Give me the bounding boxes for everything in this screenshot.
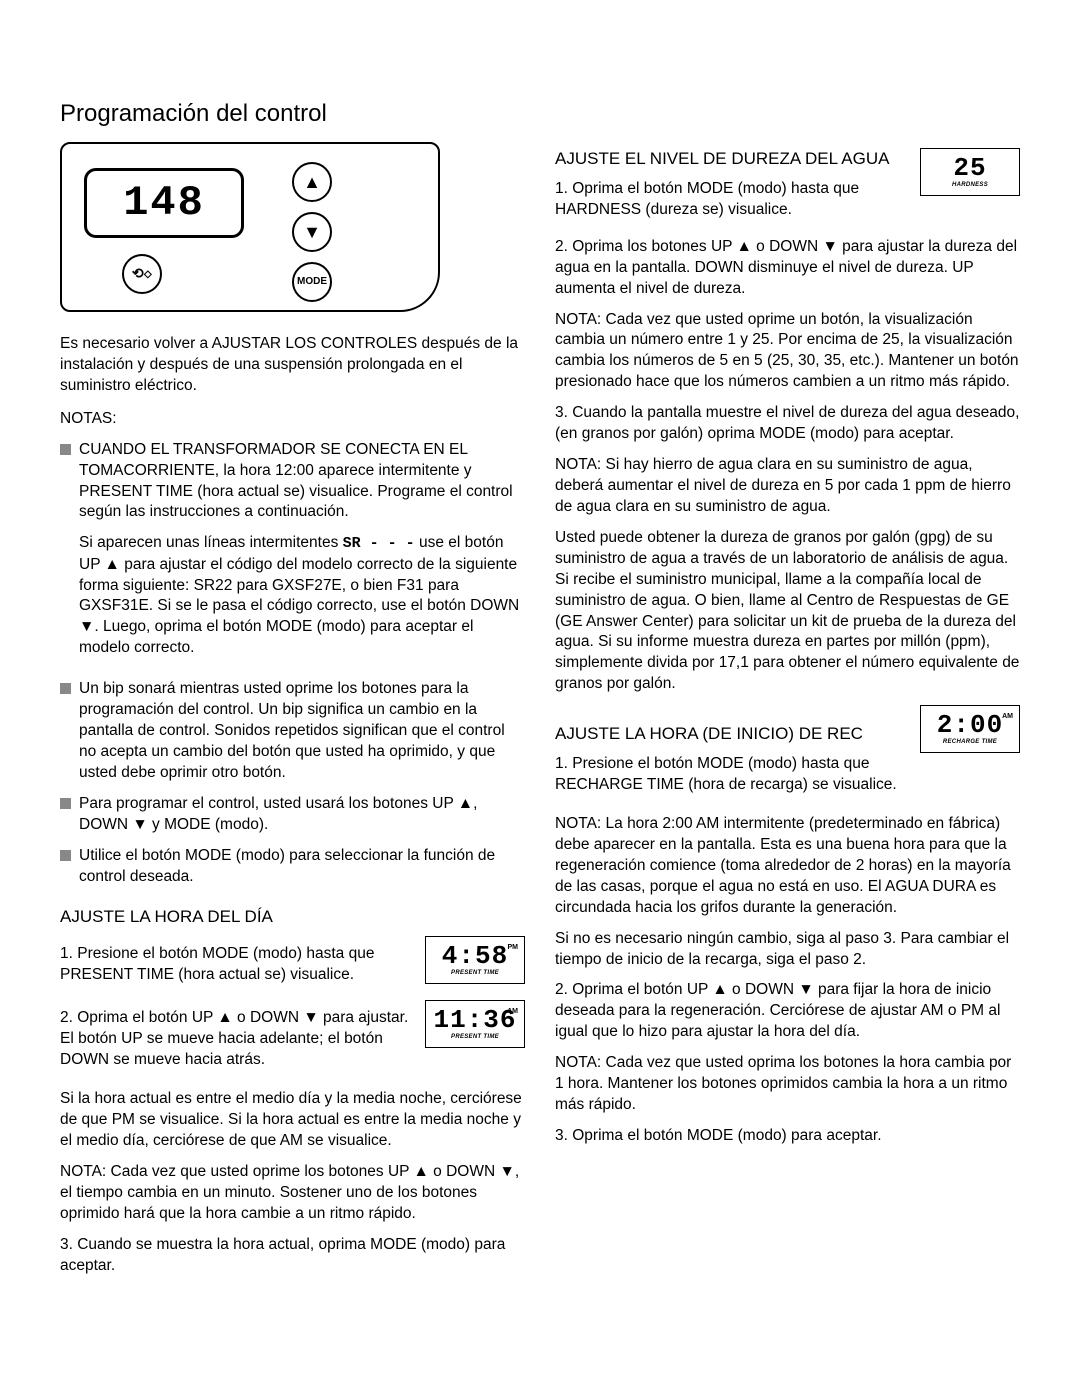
rec-paragraph-1: Si no es necesario ningún cambio, siga a… bbox=[555, 929, 1020, 971]
hora-title: AJUSTE LA HORA DEL DÍA bbox=[60, 906, 525, 929]
bullet-4-text: Utilice el botón MODE (modo) para selecc… bbox=[79, 846, 525, 888]
model-code-seg: SR - - - bbox=[343, 535, 415, 552]
lcd-value: 25 bbox=[953, 155, 986, 181]
lcd-sublabel: PRESENT TIME bbox=[451, 1033, 499, 1041]
dureza-paragraph: Usted puede obtener la dureza de granos … bbox=[555, 528, 1020, 695]
bullet-square-icon bbox=[60, 850, 71, 861]
left-column: 148 ▲ ▼ MODE ⟲◇ Es necesario volver a AJ… bbox=[60, 142, 525, 1284]
lcd-recharge-time: AM 2:00 RECHARGE TIME bbox=[920, 705, 1020, 753]
main-lcd: 148 bbox=[84, 168, 244, 238]
hora-step-3: 3. Cuando se muestra la hora actual, opr… bbox=[60, 1235, 525, 1277]
bullet-square-icon bbox=[60, 798, 71, 809]
lcd-ampm: PM bbox=[508, 943, 519, 952]
dureza-step-3: 3. Cuando la pantalla muestre el nivel d… bbox=[555, 403, 1020, 445]
page-title: Programación del control bbox=[60, 100, 1020, 128]
bullet-1: CUANDO EL TRANSFORMADOR SE CONECTA EN EL… bbox=[60, 440, 525, 670]
lcd-sublabel: RECHARGE TIME bbox=[943, 738, 997, 746]
mode-button-icon: MODE bbox=[292, 262, 332, 302]
recharge-button-icon: ⟲◇ bbox=[122, 254, 162, 294]
bullet-1b-post: use el botón UP ▲ para ajustar el código… bbox=[79, 534, 519, 656]
bullet-2: Un bip sonará mientras usted oprime los … bbox=[60, 679, 525, 784]
notas-label: NOTAS: bbox=[60, 409, 525, 430]
right-column: 25 HARDNESS AJUSTE EL NIVEL DE DUREZA DE… bbox=[555, 142, 1020, 1284]
lcd-value: 4:58 bbox=[442, 943, 508, 969]
up-button-icon: ▲ bbox=[292, 162, 332, 202]
rec-nota: NOTA: La hora 2:00 AM intermitente (pred… bbox=[555, 814, 1020, 919]
dureza-step-2: 2. Oprima los botones UP ▲ o DOWN ▼ para… bbox=[555, 237, 1020, 300]
rec-nota2: NOTA: Cada vez que usted oprima los boto… bbox=[555, 1053, 1020, 1116]
rec-step-3: 3. Oprima el botón MODE (modo) para acep… bbox=[555, 1126, 1020, 1147]
lcd-value: 2:00 bbox=[937, 712, 1003, 738]
rec-step-1: 1. Presione el botón MODE (modo) hasta q… bbox=[555, 754, 1020, 796]
hora-nota: NOTA: Cada vez que usted oprime los boto… bbox=[60, 1162, 525, 1225]
bullet-3-text: Para programar el control, usted usará l… bbox=[79, 794, 525, 836]
bullet-square-icon bbox=[60, 683, 71, 694]
page-columns: 148 ▲ ▼ MODE ⟲◇ Es necesario volver a AJ… bbox=[60, 142, 1020, 1284]
lcd-ampm: AM bbox=[507, 1007, 518, 1016]
lcd-sublabel: HARDNESS bbox=[952, 181, 988, 189]
bullet-1b-pre: Si aparecen unas líneas intermitentes bbox=[79, 534, 343, 551]
lcd-value: 11:36 bbox=[433, 1007, 516, 1033]
dureza-nota2: NOTA: Si hay hierro de agua clara en su … bbox=[555, 455, 1020, 518]
dureza-nota: NOTA: Cada vez que usted oprime un botón… bbox=[555, 310, 1020, 394]
lcd-present-time-2: AM 11:36 PRESENT TIME bbox=[425, 1000, 525, 1048]
lcd-hardness: 25 HARDNESS bbox=[920, 148, 1020, 196]
bullet-1-text: CUANDO EL TRANSFORMADOR SE CONECTA EN EL… bbox=[79, 441, 513, 521]
hora-paragraph: Si la hora actual es entre el medio día … bbox=[60, 1089, 525, 1152]
rec-step-2: 2. Oprima el botón UP ▲ o DOWN ▼ para fi… bbox=[555, 980, 1020, 1043]
bullet-3: Para programar el control, usted usará l… bbox=[60, 794, 525, 836]
bullet-square-icon bbox=[60, 444, 71, 455]
lcd-present-time-1: PM 4:58 PRESENT TIME bbox=[425, 936, 525, 984]
down-button-icon: ▼ bbox=[292, 212, 332, 252]
lcd-sublabel: PRESENT TIME bbox=[451, 969, 499, 977]
bullet-4: Utilice el botón MODE (modo) para selecc… bbox=[60, 846, 525, 888]
intro-text: Es necesario volver a AJUSTAR LOS CONTRO… bbox=[60, 334, 525, 397]
control-panel-diagram: 148 ▲ ▼ MODE ⟲◇ bbox=[60, 142, 440, 312]
bullet-2-text: Un bip sonará mientras usted oprime los … bbox=[79, 679, 525, 784]
lcd-ampm: AM bbox=[1002, 712, 1013, 721]
